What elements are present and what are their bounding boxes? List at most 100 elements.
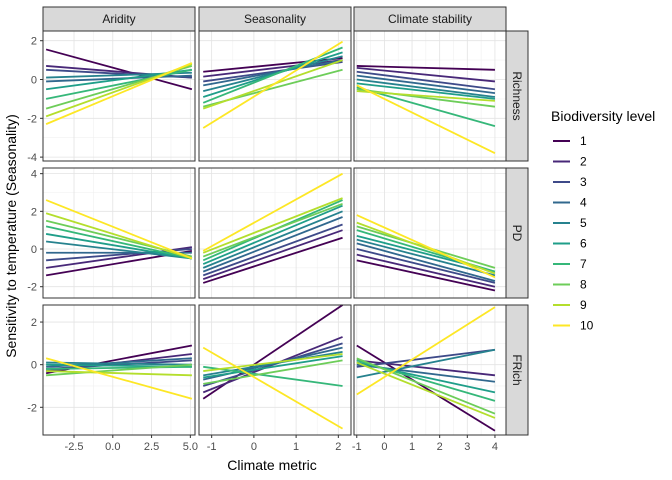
series-line-level-10	[356, 306, 496, 396]
x-tick-label: 0.0	[105, 441, 120, 453]
strip-label: PD	[510, 225, 524, 242]
series-line-level-5	[356, 78, 496, 98]
series-line-level-7	[45, 225, 193, 260]
legend-item-6: 6	[553, 237, 587, 251]
strip-frich: FRich	[505, 304, 529, 436]
legend-label: 4	[580, 196, 587, 210]
series-line-level-5	[46, 361, 192, 366]
y-tick-label: 0	[31, 360, 37, 372]
series-line-level-6	[45, 233, 193, 260]
panel-background	[354, 305, 506, 435]
legend-item-10: 10	[553, 319, 594, 333]
series-line-level-3	[202, 223, 343, 277]
strip-background	[42, 6, 196, 32]
series-line-level-4	[46, 74, 192, 83]
strip-label: Climate stability	[388, 12, 472, 26]
series-line-level-1	[356, 65, 495, 71]
x-tick-label: 1	[293, 441, 299, 453]
series-line-level-1	[45, 48, 193, 91]
legend-item-4: 4	[553, 196, 587, 210]
series-line-level-10	[202, 172, 343, 252]
series-line-level-9	[46, 370, 192, 377]
y-tick-label: 2	[31, 317, 37, 329]
y-tick-label: 4	[31, 169, 37, 181]
panel-richness-climate-stability	[353, 30, 507, 162]
panel-frich-aridity	[42, 304, 196, 436]
series-line-level-2	[356, 359, 496, 377]
panel-border	[198, 167, 352, 299]
legend-label: 3	[580, 175, 587, 189]
legend-title: Biodiversity level	[551, 108, 655, 124]
panel-grid	[42, 30, 507, 436]
strip-background	[505, 304, 529, 436]
series-line-level-7	[356, 86, 496, 127]
legend-label: 2	[580, 155, 587, 169]
x-tick-label: 2	[335, 441, 341, 453]
series-line-level-1	[356, 259, 496, 292]
strip-seasonality: Seasonality	[198, 6, 352, 32]
strip-background	[505, 167, 529, 299]
legend-item-1: 1	[553, 134, 587, 148]
series-line-level-10	[45, 199, 193, 260]
series-line-level-2	[202, 229, 343, 281]
x-tick-label: -1	[207, 441, 217, 453]
x-tick-label: 3	[464, 441, 470, 453]
series-line-level-10	[202, 346, 344, 430]
series-line-level-4	[203, 59, 343, 87]
strip-label: FRich	[510, 354, 524, 385]
series-line-level-5	[203, 55, 343, 93]
strip-label: Aridity	[102, 12, 135, 26]
series-line-level-9	[356, 361, 496, 419]
panel-border	[42, 304, 196, 436]
series-line-level-5	[202, 210, 343, 269]
panel-border	[198, 304, 352, 436]
strip-label: Seasonality	[244, 12, 306, 26]
strip-climate-stability: Climate stability	[353, 6, 507, 32]
legend-item-8: 8	[553, 278, 587, 292]
x-axis-title: Climate metric	[227, 457, 316, 473]
series-line-level-4	[356, 242, 496, 282]
series-line-level-9	[203, 353, 343, 372]
series-line-level-1	[202, 236, 343, 284]
legend-label: 10	[580, 319, 594, 333]
strip-pd: PD	[505, 167, 529, 299]
series-line-level-2	[356, 253, 496, 288]
y-tick-label: 2	[31, 36, 37, 48]
legend-label: 5	[580, 216, 587, 230]
strip-background	[505, 30, 529, 162]
series-line-level-6	[203, 355, 343, 379]
x-tick-label: 0	[381, 441, 387, 453]
series-line-level-7	[203, 365, 343, 387]
panel-pd-aridity	[42, 167, 196, 299]
series-line-level-10	[202, 40, 344, 129]
panel-frich-seasonality	[198, 304, 352, 436]
panel-pd-climate-stability	[353, 167, 507, 299]
panel-frich-climate-stability	[353, 304, 507, 436]
legend-item-2: 2	[553, 155, 587, 169]
series-line-level-8	[356, 357, 496, 415]
series-line-level-3	[46, 359, 192, 370]
y-axis-title: Sensitivity to temperature (Seasonality)	[3, 114, 19, 358]
legend-label: 7	[580, 257, 587, 271]
series-line-level-3	[356, 70, 496, 91]
series-line-level-4	[356, 74, 496, 94]
series-line-level-6	[356, 82, 496, 100]
x-tick-label: 2.5	[144, 441, 159, 453]
series-line-level-5	[356, 348, 496, 379]
series-line-level-8	[202, 202, 343, 258]
y-axis-richness: -4 -2 0 2	[27, 36, 43, 164]
x-tick-label: 4	[492, 441, 498, 453]
panel-richness-seasonality	[198, 30, 352, 162]
panel-background	[43, 168, 195, 298]
strip-aridity: Aridity	[42, 6, 196, 32]
panel-border	[42, 167, 196, 299]
series-line-level-9	[45, 212, 193, 260]
series-line-level-6	[202, 204, 343, 265]
x-axis-aridity: -2.5 0.0 2.5 5.0	[65, 435, 198, 453]
series-line-level-7	[45, 68, 193, 100]
series-line-level-5	[356, 238, 496, 277]
x-tick-label: -2.5	[65, 441, 84, 453]
series-line-level-5	[45, 240, 193, 260]
legend-label: 1	[580, 134, 587, 148]
